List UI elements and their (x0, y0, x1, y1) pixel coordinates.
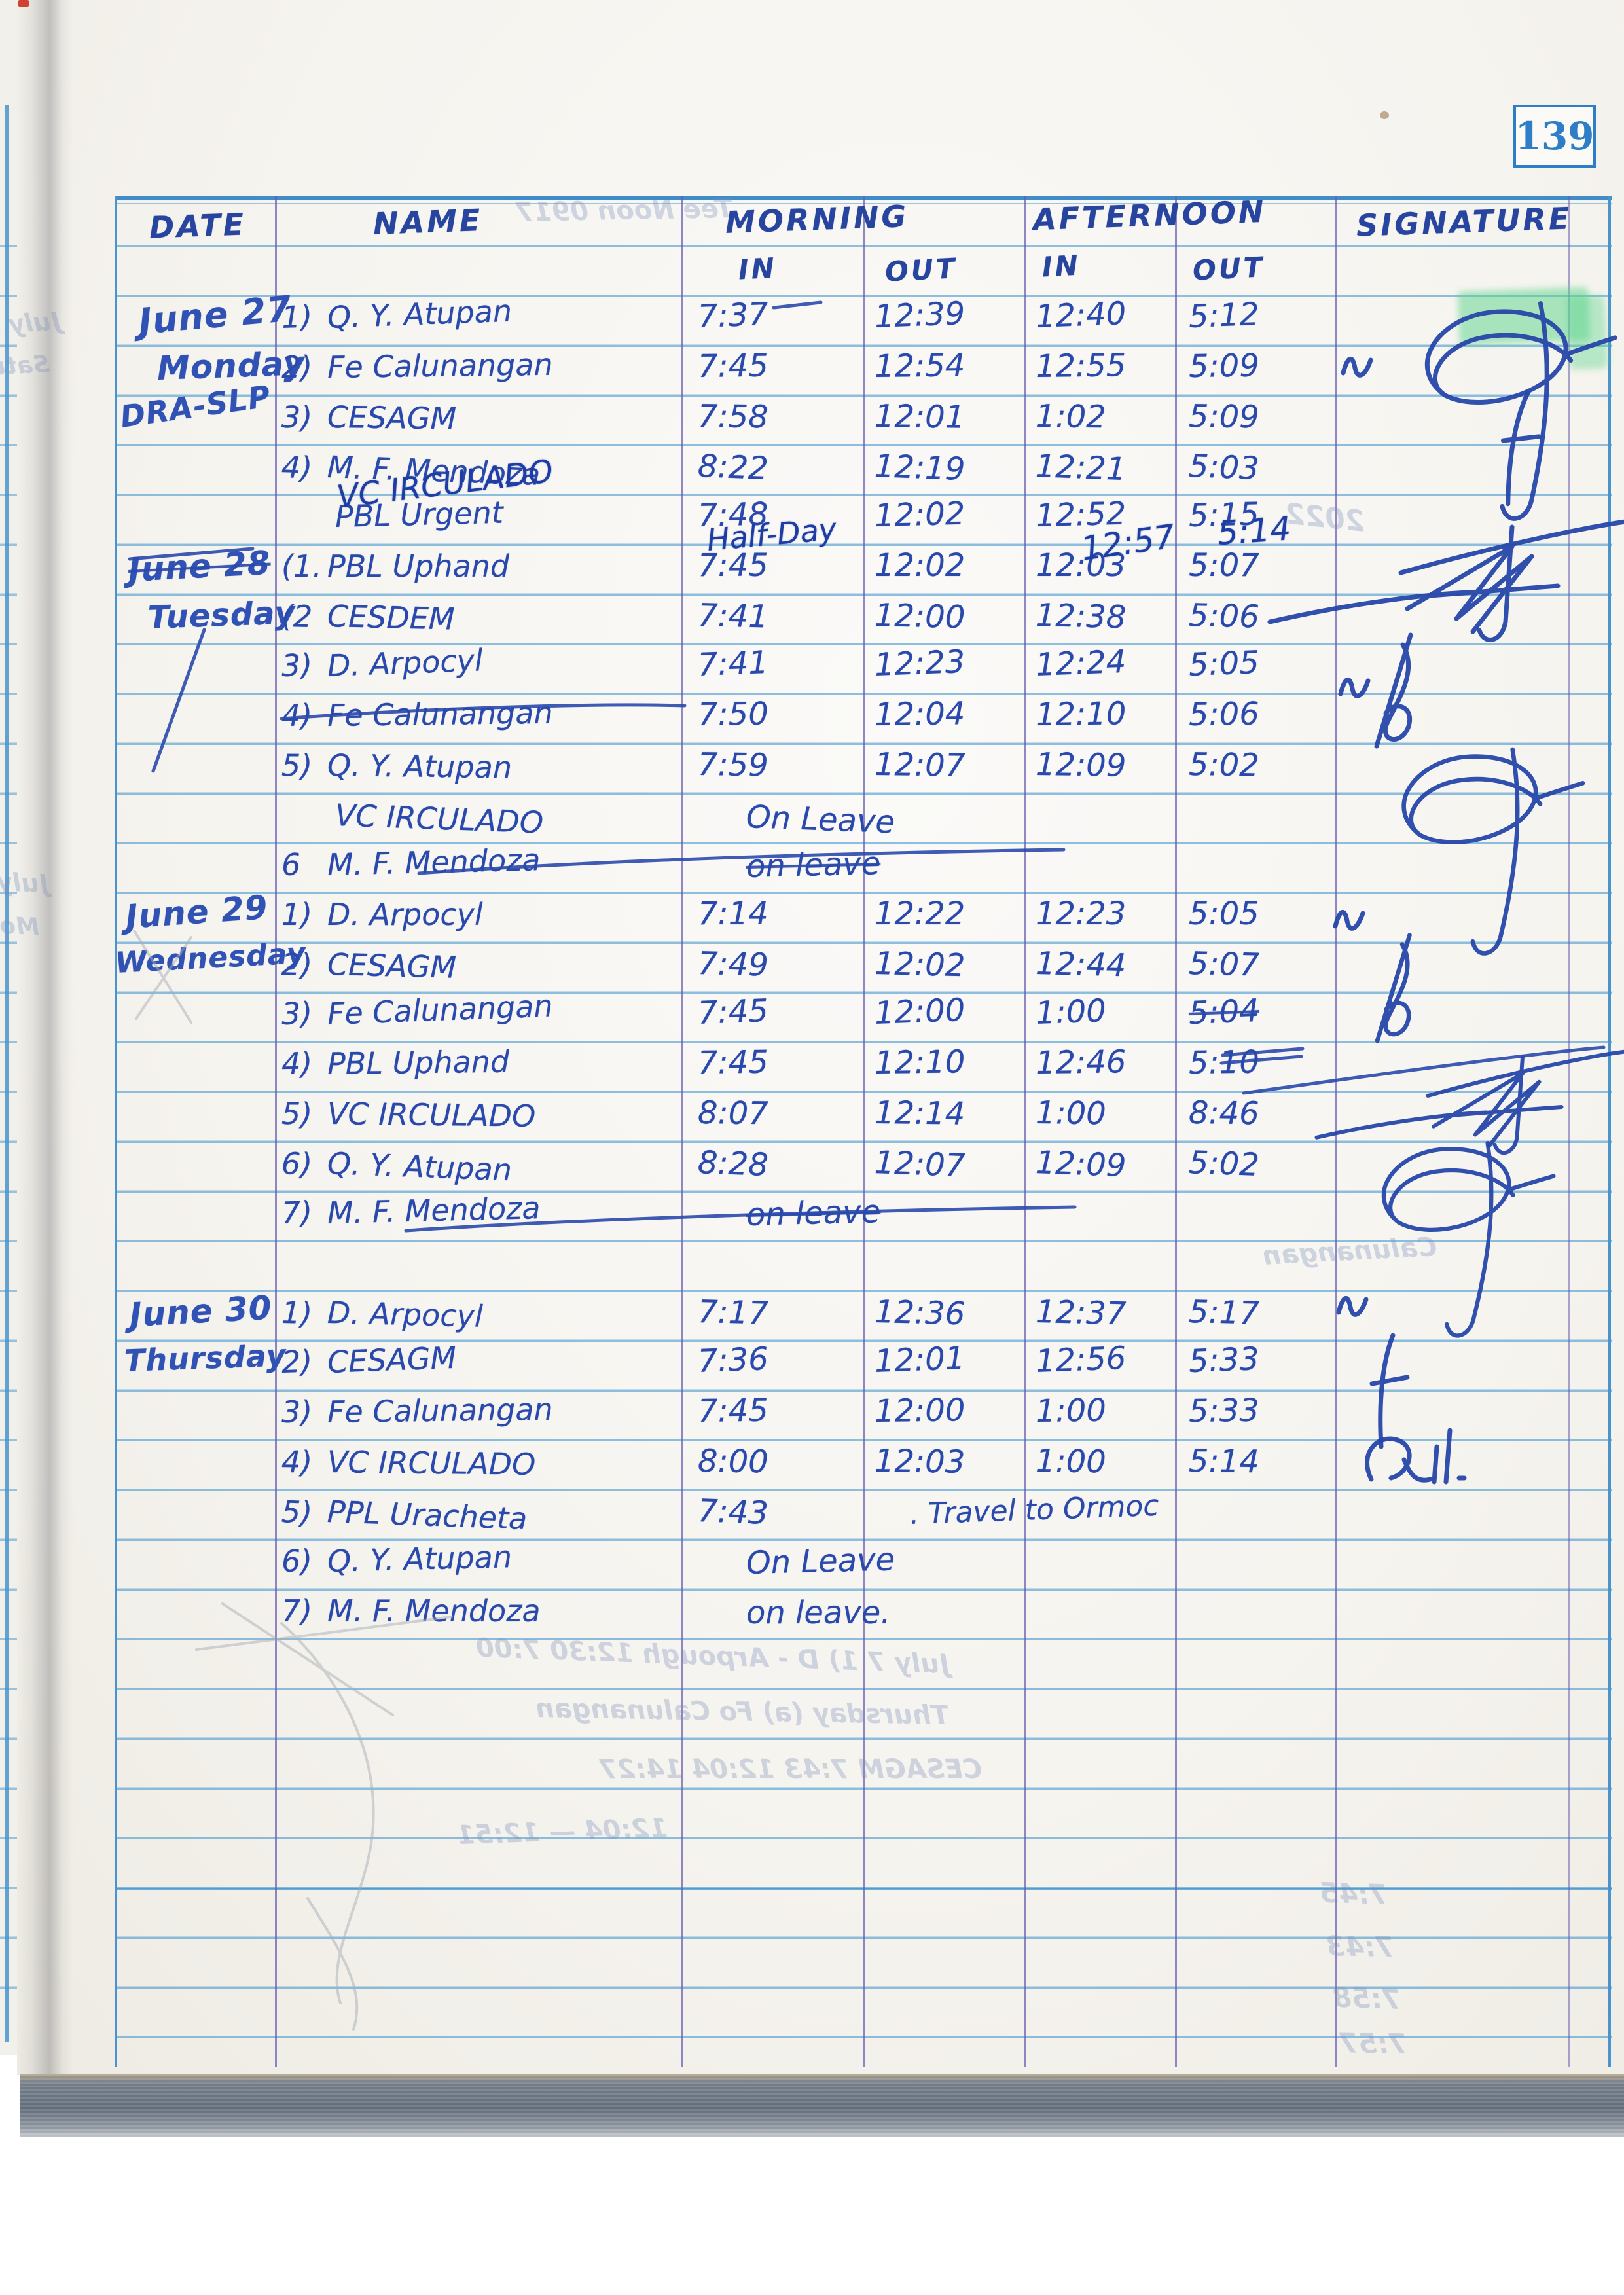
row-number: 7) (281, 1593, 313, 1629)
signature-scrawl (1367, 1430, 1464, 1482)
signature-scrawl (1382, 1141, 1559, 1339)
column-line-name-morning (681, 196, 683, 2067)
table-right-border (1608, 196, 1611, 2067)
column-line-afternoon-inout (1175, 196, 1177, 2067)
page-bottom-edge-shadow (20, 2074, 1624, 2137)
right-margin-line (1568, 196, 1570, 2067)
leave-note: on leave. (746, 1595, 891, 1631)
time-entry: 12:03 (1036, 547, 1127, 584)
signature-initial (1377, 635, 1411, 746)
signature-scrawl (1317, 1051, 1624, 1153)
signature-scrawl (1401, 746, 1591, 957)
time-entry: 12:23 (1036, 895, 1127, 932)
time-entry: 7:45 (698, 547, 768, 584)
signature-initial (1377, 935, 1409, 1041)
row-number: (1. (281, 549, 322, 584)
employee-name: PBL Uphand (327, 549, 510, 584)
time-entry: 7:14 (698, 895, 768, 932)
red-mark (18, 0, 29, 7)
signature-initial (1341, 679, 1368, 696)
signature-initial (1343, 359, 1371, 375)
page-number: 139 (1515, 114, 1595, 158)
page-number-box: 139 (1513, 105, 1596, 168)
time-entry: 5:05 (1189, 895, 1259, 932)
time-entry: 12:02 (875, 547, 965, 584)
column-line-morning-afternoon (1024, 196, 1026, 2067)
employee-name: M. F. Mendoza (327, 1593, 541, 1629)
signature-scrawl (1424, 298, 1624, 524)
column-line-morning-inout (863, 196, 865, 2067)
book-gutter-shadow (17, 0, 73, 2075)
signature-scrawl (1270, 520, 1624, 640)
signature-initial (1339, 1298, 1366, 1314)
column-line-date-name (275, 196, 277, 2067)
signature-initial (1335, 912, 1363, 928)
table-left-border (115, 196, 117, 2067)
time-entry: 5:07 (1189, 547, 1259, 584)
row-number: 1) (281, 897, 313, 932)
employee-name: D. Arpocyl (327, 897, 483, 932)
adjacent-page-border-line (5, 105, 9, 2042)
time-entry: 12:22 (875, 895, 965, 932)
paper-speck (1380, 111, 1389, 119)
pencil-smudge (133, 930, 453, 2031)
ink-strike-lines (128, 300, 1606, 1233)
signature-initial (1372, 1335, 1407, 1447)
